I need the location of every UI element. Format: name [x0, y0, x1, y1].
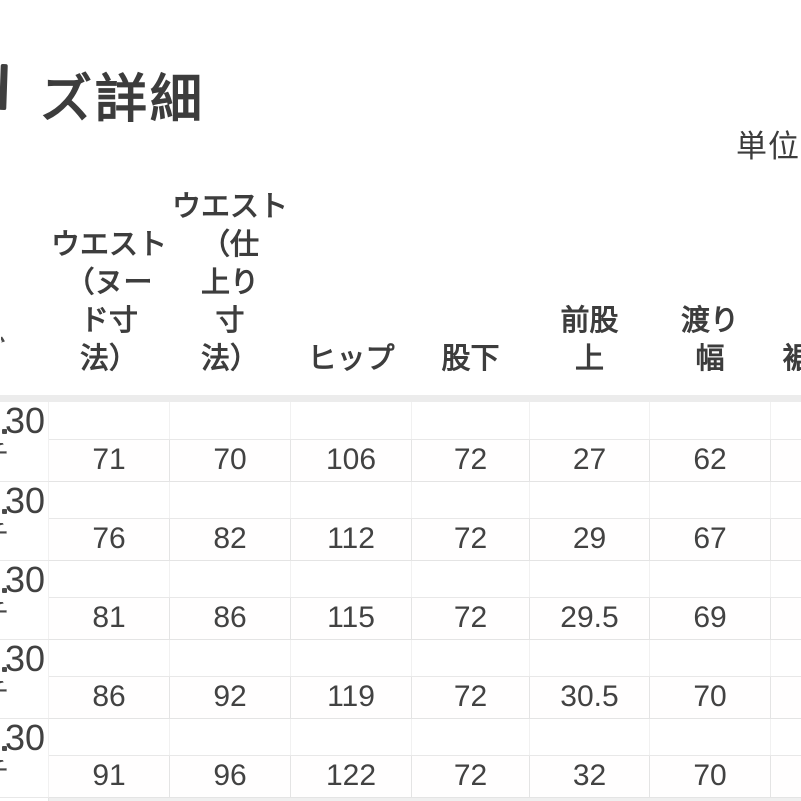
header-front-rise: 前股 上	[560, 305, 619, 375]
cell-waist-finished: 70	[169, 438, 291, 482]
unit-label: 単位	[736, 129, 800, 164]
cell-inseam: 72	[411, 517, 530, 561]
cell-hem-width	[770, 596, 801, 640]
cell-size-label: 30 チ	[0, 481, 49, 561]
cell-size-label: 30 チ	[0, 718, 49, 798]
cell-front-rise: 30.5	[529, 675, 650, 719]
cell-thigh-width: 70	[649, 675, 771, 719]
clipped-label-fragment	[2, 429, 7, 434]
cell-hip: 106	[290, 438, 412, 482]
clipped-label-line2-fragment: チ	[0, 523, 8, 548]
clipped-label-line2-fragment: チ	[0, 443, 8, 468]
table-row: 71 70 106 72 27 62	[0, 438, 801, 482]
clipped-label-fragment	[2, 666, 7, 672]
cell-inseam: 72	[411, 675, 530, 719]
cell-waist-finished: 92	[169, 675, 291, 719]
clipped-label-fragment	[2, 745, 7, 751]
clipped-label-fragment	[2, 508, 7, 514]
header-hem-width: 裾幅	[782, 343, 801, 375]
header-size: ズ	[0, 164, 49, 395]
header-waist-finished: ウエスト （仕 上り 寸 法）	[171, 191, 288, 375]
table-row: 30 チ	[0, 639, 801, 719]
cell-hem-width	[770, 754, 801, 798]
bottom-cutoff-strip	[0, 797, 801, 801]
cell-waist-nude: 91	[48, 754, 170, 798]
cell-hip: 112	[290, 517, 412, 561]
size-table: ズ ウエスト （ヌー ド寸 法） ウエスト （仕 上り 寸 法） ヒップ 股下 …	[0, 164, 801, 801]
cell-front-rise: 27	[529, 438, 650, 482]
cell-waist-finished: 86	[169, 596, 291, 640]
cell-thigh-width: 67	[649, 517, 771, 561]
header-thigh-width: 渡り 幅	[680, 305, 739, 375]
cell-waist-finished: 82	[169, 517, 291, 561]
cell-front-rise: 32	[529, 754, 650, 798]
table-row: 76 82 112 72 29 67 2	[0, 517, 801, 561]
cell-inseam: 72	[411, 438, 530, 482]
cell-hem-width	[770, 675, 801, 719]
table-row: 30 チ	[0, 402, 801, 482]
cell-thigh-width: 70	[649, 754, 771, 798]
cell-waist-nude: 81	[48, 596, 170, 640]
header-inseam: 股下	[441, 343, 500, 375]
table-row: 30 チ	[0, 560, 801, 640]
cell-hem-width	[770, 438, 801, 482]
clipped-label-line2-fragment: チ	[0, 681, 8, 706]
clipped-label-line2-fragment: チ	[0, 602, 8, 627]
size-table-viewport: ズ ウエスト （ヌー ド寸 法） ウエスト （仕 上り 寸 法） ヒップ 股下 …	[0, 164, 801, 801]
table-row: 30 チ	[0, 718, 801, 798]
cell-hip: 115	[290, 596, 412, 640]
table-row: 91 96 122 72 32 70	[0, 754, 801, 798]
clipped-title-character-fragment	[0, 63, 8, 111]
table-row: 86 92 119 72 30.5 70	[0, 675, 801, 719]
header-separator	[0, 395, 801, 402]
cell-waist-nude: 86	[48, 675, 170, 719]
cell-inseam: 72	[411, 754, 530, 798]
header-hip: ヒップ	[307, 343, 395, 375]
cell-waist-finished: 96	[169, 754, 291, 798]
clipped-label-fragment	[2, 587, 7, 593]
cell-hem-width: 2	[770, 517, 801, 561]
cell-inseam: 72	[411, 596, 530, 640]
table-row: 81 86 115 72 29.5 69	[0, 596, 801, 640]
page-title: ズ詳細	[40, 71, 206, 129]
cell-size-label: 30 チ	[0, 639, 49, 719]
cell-front-rise: 29.5	[529, 596, 650, 640]
cell-thigh-width: 62	[649, 438, 771, 482]
size-table-header: ズ ウエスト （ヌー ド寸 法） ウエスト （仕 上り 寸 法） ヒップ 股下 …	[0, 164, 801, 395]
cell-waist-nude: 76	[48, 517, 170, 561]
cell-hip: 119	[290, 675, 412, 719]
cell-thigh-width: 69	[649, 596, 771, 640]
size-table-body: 30 チ 71 70 106 72 27 62 30 チ	[0, 395, 801, 801]
table-row: 30 チ	[0, 481, 801, 561]
cell-waist-nude: 71	[48, 438, 170, 482]
cell-front-rise: 29	[529, 517, 650, 561]
clipped-label-line2-fragment: チ	[0, 760, 8, 785]
clipped-header-fragment: ズ	[1, 333, 7, 359]
cell-hip: 122	[290, 754, 412, 798]
header-waist-nude: ウエスト （ヌー ド寸 法）	[50, 229, 167, 375]
cell-size-label: 30 チ	[0, 402, 49, 482]
cell-size-label: 30 チ	[0, 560, 49, 640]
